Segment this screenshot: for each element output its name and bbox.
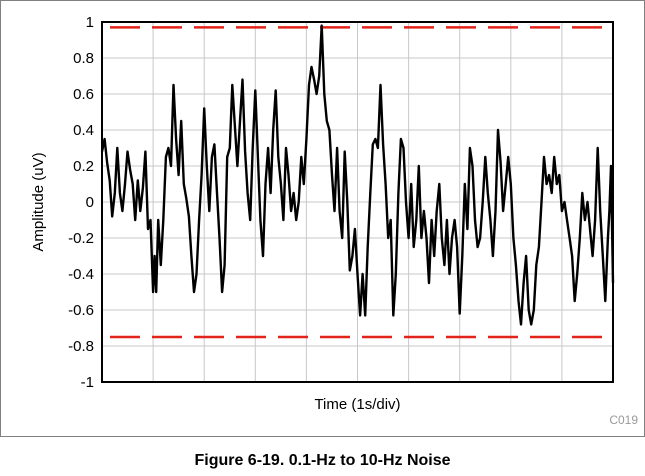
y-tick-label: -0.4 [68, 266, 94, 283]
x-axis-label: Time (1s/div) [314, 396, 400, 413]
y-tick-label: -0.8 [68, 338, 94, 355]
chart-frame: 1 0.8 0.6 0.4 0.2 0 -0.2 -0.4 -0.6 -0.8 -1 Time (1… [0, 0, 645, 437]
y-tick-label: -1 [81, 374, 94, 391]
y-tick-label: 0 [86, 194, 94, 211]
y-tick-label: -0.2 [68, 230, 94, 247]
y-tick-label: 0.4 [73, 122, 94, 139]
y-tick-label: 0.2 [73, 158, 94, 175]
series [100, 24, 615, 326]
y-tick-label: 0.8 [73, 50, 94, 67]
y-tick-label: -0.6 [68, 302, 94, 319]
plot-area-border [101, 21, 614, 383]
y-tick-label: 0.6 [73, 86, 94, 103]
grid [102, 22, 613, 382]
noise-chart: 1 0.8 0.6 0.4 0.2 0 -0.2 -0.4 -0.6 -0.8 -1 Time (1… [30, 14, 615, 413]
y-axis-label: Amplitude (uV) [30, 152, 47, 251]
figure-code: C019 [609, 413, 638, 427]
noise-trace-line [100, 24, 615, 326]
y-tick-labels: 1 0.8 0.6 0.4 0.2 0 -0.2 -0.4 -0.6 -0.8 -1 [68, 14, 94, 391]
y-tick-label: 1 [86, 14, 94, 31]
figure-caption: Figure 6-19. 0.1-Hz to 10-Hz Noise [194, 452, 451, 469]
